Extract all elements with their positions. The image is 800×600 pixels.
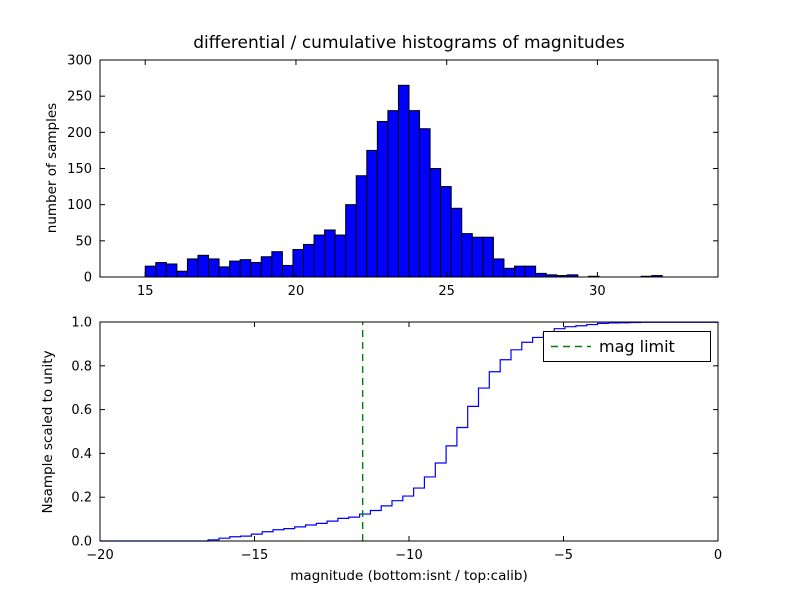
histogram-bar bbox=[492, 258, 505, 278]
histogram-bar bbox=[155, 262, 167, 278]
histogram-bar bbox=[313, 234, 326, 278]
y-tick-label: 200 bbox=[67, 126, 92, 141]
histogram-bar bbox=[514, 265, 526, 278]
histogram-bar bbox=[186, 258, 199, 278]
histogram-bar bbox=[535, 272, 547, 278]
histogram-bar bbox=[218, 266, 231, 278]
histogram-bar bbox=[324, 229, 336, 278]
histogram-bar bbox=[292, 249, 304, 278]
cumulative-line bbox=[100, 321, 719, 542]
y-tick-label: 1.0 bbox=[71, 316, 92, 331]
histogram-bar bbox=[302, 243, 315, 278]
axes-frame bbox=[99, 59, 719, 278]
histogram-bar bbox=[345, 204, 357, 278]
histogram-bar bbox=[281, 264, 294, 278]
histogram-bar bbox=[471, 236, 484, 278]
histogram-bar bbox=[165, 263, 178, 278]
histogram-bar bbox=[524, 265, 537, 278]
x-tick-label: 30 bbox=[589, 284, 606, 299]
histogram-bar bbox=[229, 260, 241, 278]
legend: mag limit bbox=[543, 331, 711, 362]
bottom-cumulative-plot: −20 −15 −10 −5 0 0.0 0.2 0.4 0.6 0.8 1.0 bbox=[71, 316, 722, 564]
chart-title: differential / cumulative histograms of … bbox=[193, 33, 625, 53]
bottom-xlabel: magnitude (bottom:isnt / top:calib) bbox=[290, 568, 527, 584]
top-ylabel: number of samples bbox=[44, 103, 60, 233]
histogram-bar bbox=[387, 110, 399, 278]
histogram-bar bbox=[419, 128, 431, 278]
histogram-bar bbox=[376, 120, 389, 278]
y-tick-label: 0.4 bbox=[71, 447, 92, 462]
y-tick-label: 0.8 bbox=[71, 359, 92, 374]
histogram-bar bbox=[461, 233, 473, 278]
legend-box bbox=[543, 331, 711, 362]
y-tick-label: 0.0 bbox=[71, 535, 92, 550]
x-tick-label: −20 bbox=[86, 548, 113, 563]
histogram-bar bbox=[429, 168, 442, 278]
y-tick-label: 0 bbox=[84, 271, 92, 286]
axes-frame bbox=[99, 321, 719, 542]
y-tick-label: 0.2 bbox=[71, 491, 92, 506]
histogram-bar bbox=[144, 265, 157, 278]
y-tick-label: 150 bbox=[67, 162, 92, 177]
histogram-bar bbox=[197, 254, 210, 278]
bottom-ylabel: Nsample scaled to unity bbox=[40, 350, 56, 513]
x-tick-label: −15 bbox=[241, 548, 268, 563]
histogram-bar bbox=[408, 110, 421, 278]
histogram-bar bbox=[271, 251, 283, 278]
histogram-bar bbox=[208, 258, 220, 278]
histogram-bar bbox=[482, 236, 494, 278]
y-tick-label: 100 bbox=[67, 198, 92, 213]
histogram-bar bbox=[450, 207, 463, 278]
x-tick-label: −10 bbox=[395, 548, 422, 563]
y-tick-label: 50 bbox=[75, 234, 92, 249]
x-tick-label: 20 bbox=[288, 284, 305, 299]
x-tick-label: −5 bbox=[554, 548, 573, 563]
y-tick-label: 300 bbox=[67, 54, 92, 69]
histogram-bar bbox=[366, 149, 378, 278]
x-tick-label: 0 bbox=[714, 548, 722, 563]
histogram-bar bbox=[355, 175, 368, 278]
histogram-bar bbox=[250, 262, 262, 278]
x-tick-label: 25 bbox=[438, 284, 455, 299]
y-tick-label: 0.6 bbox=[71, 403, 92, 418]
histogram-bar bbox=[397, 84, 410, 278]
histogram-bar bbox=[239, 259, 252, 278]
histogram-bar bbox=[334, 234, 347, 278]
histogram-bar bbox=[176, 270, 188, 278]
histogram-bar bbox=[260, 256, 273, 278]
legend-label: mag limit bbox=[599, 337, 675, 356]
histogram-bar bbox=[503, 267, 516, 278]
histogram-bar bbox=[440, 186, 452, 278]
x-tick-label: 15 bbox=[137, 284, 154, 299]
y-tick-label: 250 bbox=[67, 90, 92, 105]
